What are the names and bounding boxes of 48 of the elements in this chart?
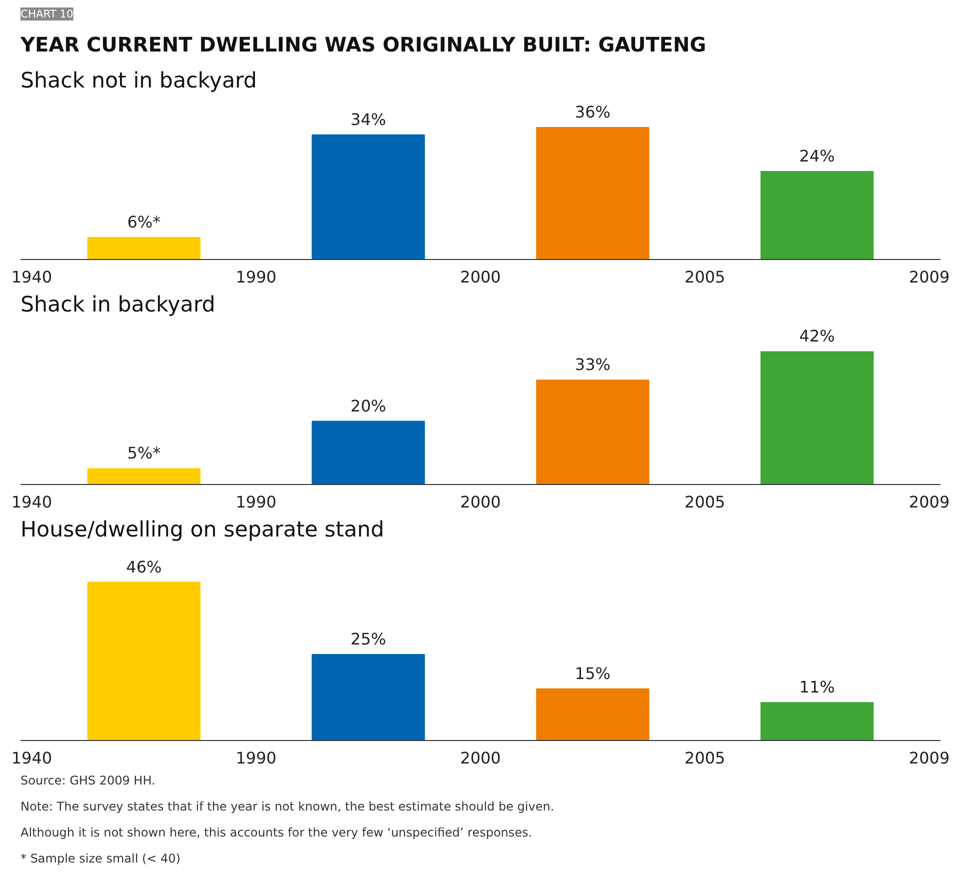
data-label: 5%* [127,444,161,463]
text: 2000 [460,748,501,768]
text: 2009 [908,492,950,512]
text: 1990 [236,492,276,512]
caption: CHART 10 [20,8,74,20]
bar [87,582,201,740]
bar [760,702,874,740]
text: 2000 [460,268,501,286]
bar [760,351,874,484]
data-label: 20% [350,396,386,416]
text: 1990 [236,268,276,286]
data-label: 34% [350,110,386,129]
chart-title: YEAR CURRENT DWELLING WAS ORIGINALLY BUILT: GAUTENG [20,32,706,56]
bar [312,654,425,740]
bar [87,237,201,260]
text: 1940 [11,748,52,768]
chart-title: House/dwelling on separate stand [20,518,384,542]
data-label: 36% [574,102,610,122]
data-label: 33% [574,355,610,374]
text: 2005 [684,748,726,768]
data-label: 42% [799,326,835,346]
text: Although it is not shown here, this accounts for the very few ‘unspecified’ responses. [20,826,532,840]
text: 2009 [908,748,950,768]
text: 2005 [684,492,726,512]
chart-title: Shack in backyard [20,292,216,318]
data-label: 25% [350,630,386,649]
text: 2005 [684,268,726,286]
bar [536,688,650,740]
text: 1940 [11,492,52,512]
bar [312,134,425,260]
chart-subtitle: Shack not in backyard [20,68,257,94]
data-label: 15% [574,664,610,683]
text: Note: The survey states that if the year is not known, the best estimate should be given. [20,800,554,814]
source-note: Source: GHS 2009 HH. [20,774,156,788]
bar [536,127,650,260]
bar [760,171,874,260]
data-label: 46% [126,557,162,576]
text: 2000 [460,492,501,512]
text: * Sample size small (< 40) [20,852,180,866]
text: 1990 [236,748,276,768]
data-label: 11% [799,678,835,697]
data-label: 6%* [127,212,161,232]
text: 1940 [11,268,52,286]
bar [536,380,650,484]
bar [312,420,425,484]
data-label: 24% [799,146,835,166]
bar [87,468,201,484]
text: 2009 [908,268,950,286]
